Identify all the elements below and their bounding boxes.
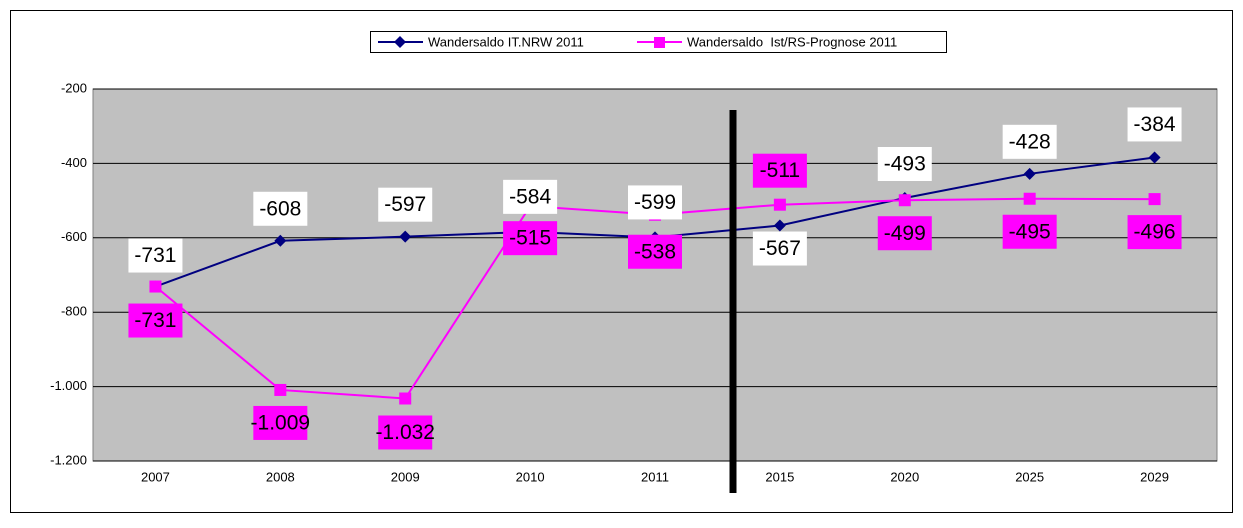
x-tick-label: 2010	[516, 469, 545, 484]
data-label-box	[378, 415, 433, 450]
data-label: -428	[1009, 130, 1051, 153]
data-label-box	[253, 405, 308, 440]
point-marker	[274, 383, 287, 396]
data-label: -1.009	[251, 411, 311, 434]
data-label-box	[628, 234, 682, 269]
x-tick-label: 2025	[1015, 469, 1044, 484]
data-label-box	[877, 216, 932, 251]
point-marker	[399, 392, 412, 405]
data-label: -567	[759, 237, 801, 260]
legend-label: Wandersaldo IT.NRW 2011	[428, 34, 584, 49]
data-label: -496	[1134, 221, 1176, 244]
point-marker	[399, 230, 412, 243]
x-tick-label: 2015	[765, 469, 794, 484]
data-label: -493	[884, 153, 926, 176]
y-tick-label: -800	[61, 304, 87, 319]
x-tick-label: 2020	[890, 469, 919, 484]
x-tick-label: 2029	[1140, 469, 1169, 484]
x-tick-label: 2007	[141, 469, 170, 484]
data-label-box	[877, 146, 932, 181]
point-marker	[149, 280, 162, 293]
point-marker	[1023, 167, 1036, 180]
data-label: -1.032	[375, 421, 435, 444]
x-tick-label: 2011	[641, 469, 669, 484]
data-label-box	[628, 185, 682, 220]
y-tick-label: -600	[61, 229, 87, 244]
data-label-box	[378, 187, 433, 222]
data-label-box	[752, 231, 807, 266]
data-label-box	[1127, 107, 1182, 142]
data-label: -499	[884, 222, 926, 245]
point-marker	[773, 198, 786, 211]
point-marker	[1148, 151, 1161, 164]
data-label-box	[1002, 214, 1057, 249]
point-marker	[1023, 192, 1036, 205]
legend-label: Wandersaldo Ist/RS-Prognose 2011	[687, 34, 897, 49]
data-label: -599	[634, 191, 676, 214]
data-label: -384	[1134, 113, 1176, 136]
legend-marker	[654, 37, 665, 48]
data-label-box	[1002, 124, 1057, 159]
data-label: -731	[134, 244, 176, 267]
data-label: -584	[509, 185, 551, 208]
data-label-box	[503, 221, 558, 256]
data-label: -731	[134, 309, 176, 332]
point-marker	[274, 234, 287, 247]
point-marker	[898, 194, 911, 207]
point-marker	[1148, 193, 1161, 206]
data-label: -515	[509, 227, 551, 250]
x-tick-label: 2009	[391, 469, 420, 484]
data-label-box	[128, 238, 183, 273]
data-label: -597	[384, 193, 426, 216]
point-marker	[773, 219, 786, 232]
data-label-box	[752, 153, 807, 188]
data-label-box	[128, 303, 183, 338]
data-label: -608	[259, 197, 301, 220]
y-tick-label: -200	[61, 80, 87, 95]
x-tick-label: 2008	[266, 469, 295, 484]
legend-marker	[394, 36, 406, 48]
y-tick-label: -1.000	[50, 378, 87, 393]
data-label-box	[503, 179, 558, 214]
data-label-box	[253, 191, 308, 226]
y-tick-label: -1.200	[50, 452, 87, 467]
data-label: -511	[760, 159, 800, 182]
y-tick-label: -400	[61, 155, 87, 170]
data-label: -495	[1009, 220, 1051, 243]
data-label: -538	[634, 240, 676, 263]
data-label-box	[1127, 215, 1182, 250]
